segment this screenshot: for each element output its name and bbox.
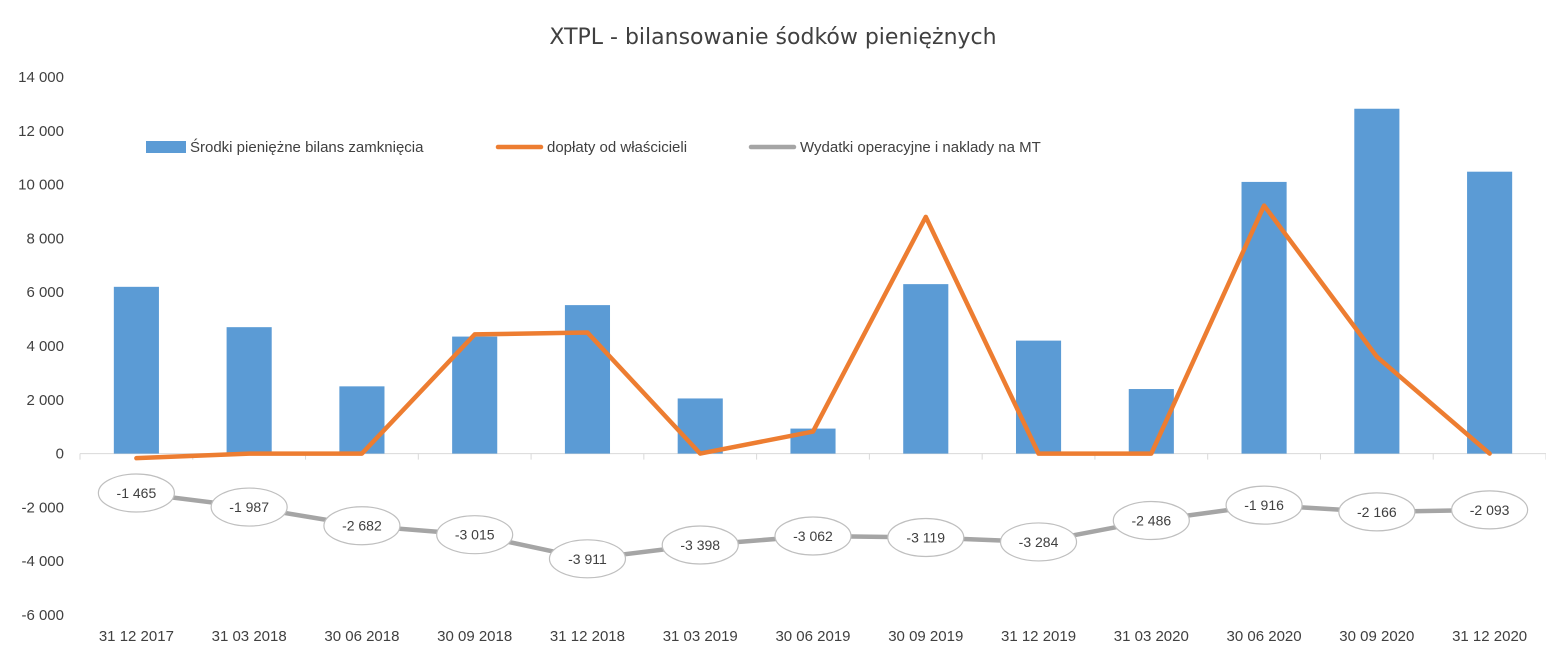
y-tick-label: 4 000	[26, 338, 64, 355]
bar	[564, 305, 611, 454]
data-label-bubble	[97, 473, 175, 513]
data-label: -3 911	[568, 551, 607, 567]
data-label: -3 015	[455, 527, 495, 543]
y-tick-label: -4 000	[21, 553, 64, 570]
data-label: -3 062	[793, 528, 833, 544]
bar-series	[113, 108, 1513, 454]
legend-swatch-bars	[146, 141, 186, 153]
data-label-bubble	[887, 517, 965, 558]
bar	[113, 286, 159, 454]
bar	[452, 336, 498, 454]
y-tick-label: 14 000	[18, 69, 64, 86]
data-label: -1 987	[229, 499, 269, 515]
bar	[1015, 340, 1062, 454]
y-tick-label: 0	[56, 446, 64, 463]
legend-label-bars: Środki pieniężne bilans zamknięcia	[190, 138, 424, 156]
x-tick-label: 30 06 2020	[1227, 628, 1302, 645]
data-label-bubble	[1112, 500, 1190, 541]
x-tick-label: 31 03 2018	[212, 628, 287, 645]
y-tick-label: 12 000	[18, 123, 64, 140]
data-label: -2 682	[342, 518, 382, 534]
data-label: -1 916	[1244, 497, 1284, 513]
y-tick-label: -6 000	[21, 607, 64, 624]
data-label-bubble	[1225, 485, 1303, 525]
x-tick-label: 31 12 2018	[550, 628, 625, 645]
x-tick-label: 31 03 2020	[1114, 628, 1189, 645]
bar	[226, 327, 272, 454]
data-label: -2 093	[1470, 502, 1510, 518]
x-tick-label: 30 06 2018	[324, 628, 399, 645]
x-axis: 31 12 2017 31 03 2018 30 06 2018 30 09 2018…	[79, 453, 1546, 645]
data-label-bubble	[1338, 492, 1416, 532]
y-axis: 14 000 12 000 10 000 8 000 6 000 4 000 2 000 0 -…	[18, 69, 64, 624]
data-label: -2 486	[1131, 512, 1171, 528]
legend-label-expense: Wydatki operacyjne i naklady na MT	[800, 139, 1041, 156]
data-label-bubble	[999, 522, 1078, 562]
x-tick-label: 30 06 2019	[775, 628, 850, 645]
y-tick-label: 10 000	[18, 177, 64, 194]
x-tick-label: 30 09 2019	[888, 628, 963, 645]
x-tick-label: 30 09 2018	[437, 628, 512, 645]
x-tick-label: 31 12 2017	[99, 628, 174, 645]
data-label-bubble	[661, 525, 739, 565]
data-label: -3 284	[1019, 534, 1059, 550]
data-label-bubble	[774, 516, 852, 556]
data-label-bubble	[436, 515, 514, 555]
data-label: -1 465	[117, 485, 157, 501]
data-label-bubble	[210, 487, 288, 527]
data-label-bubble	[1451, 490, 1529, 530]
bar	[903, 284, 949, 454]
x-tick-label: 31 12 2019	[1001, 628, 1076, 645]
y-tick-label: 2 000	[26, 392, 64, 409]
y-tick-label: -2 000	[21, 499, 64, 516]
y-tick-label: 6 000	[26, 284, 64, 301]
data-label: -3 119	[906, 530, 945, 546]
x-tick-label: 31 12 2020	[1452, 628, 1527, 645]
data-label: -3 398	[680, 537, 720, 553]
bar	[1354, 108, 1400, 454]
data-label-bubble	[323, 506, 401, 546]
x-tick-label: 31 03 2019	[663, 628, 738, 645]
owner-line-series	[134, 203, 1492, 461]
data-label-bubble	[548, 539, 627, 579]
owner-line	[134, 203, 1492, 461]
x-tick-label: 30 09 2020	[1339, 628, 1414, 645]
data-labels: -1 465 -1 987 -2 682 -3 015 -3 911 -3 398 -3 0…	[97, 473, 1529, 579]
legend: Środki pieniężne bilans zamknięcia dopłat…	[146, 138, 1041, 156]
y-tick-label: 8 000	[26, 230, 64, 247]
data-label: -2 166	[1357, 504, 1397, 520]
bar	[339, 386, 385, 454]
legend-label-owner: dopłaty od właścicieli	[547, 139, 687, 156]
bar	[1241, 181, 1287, 454]
bar	[1467, 171, 1513, 454]
chart-title: XTPL - bilansowanie śodków pieniężnych	[549, 25, 996, 50]
bar	[677, 398, 723, 454]
